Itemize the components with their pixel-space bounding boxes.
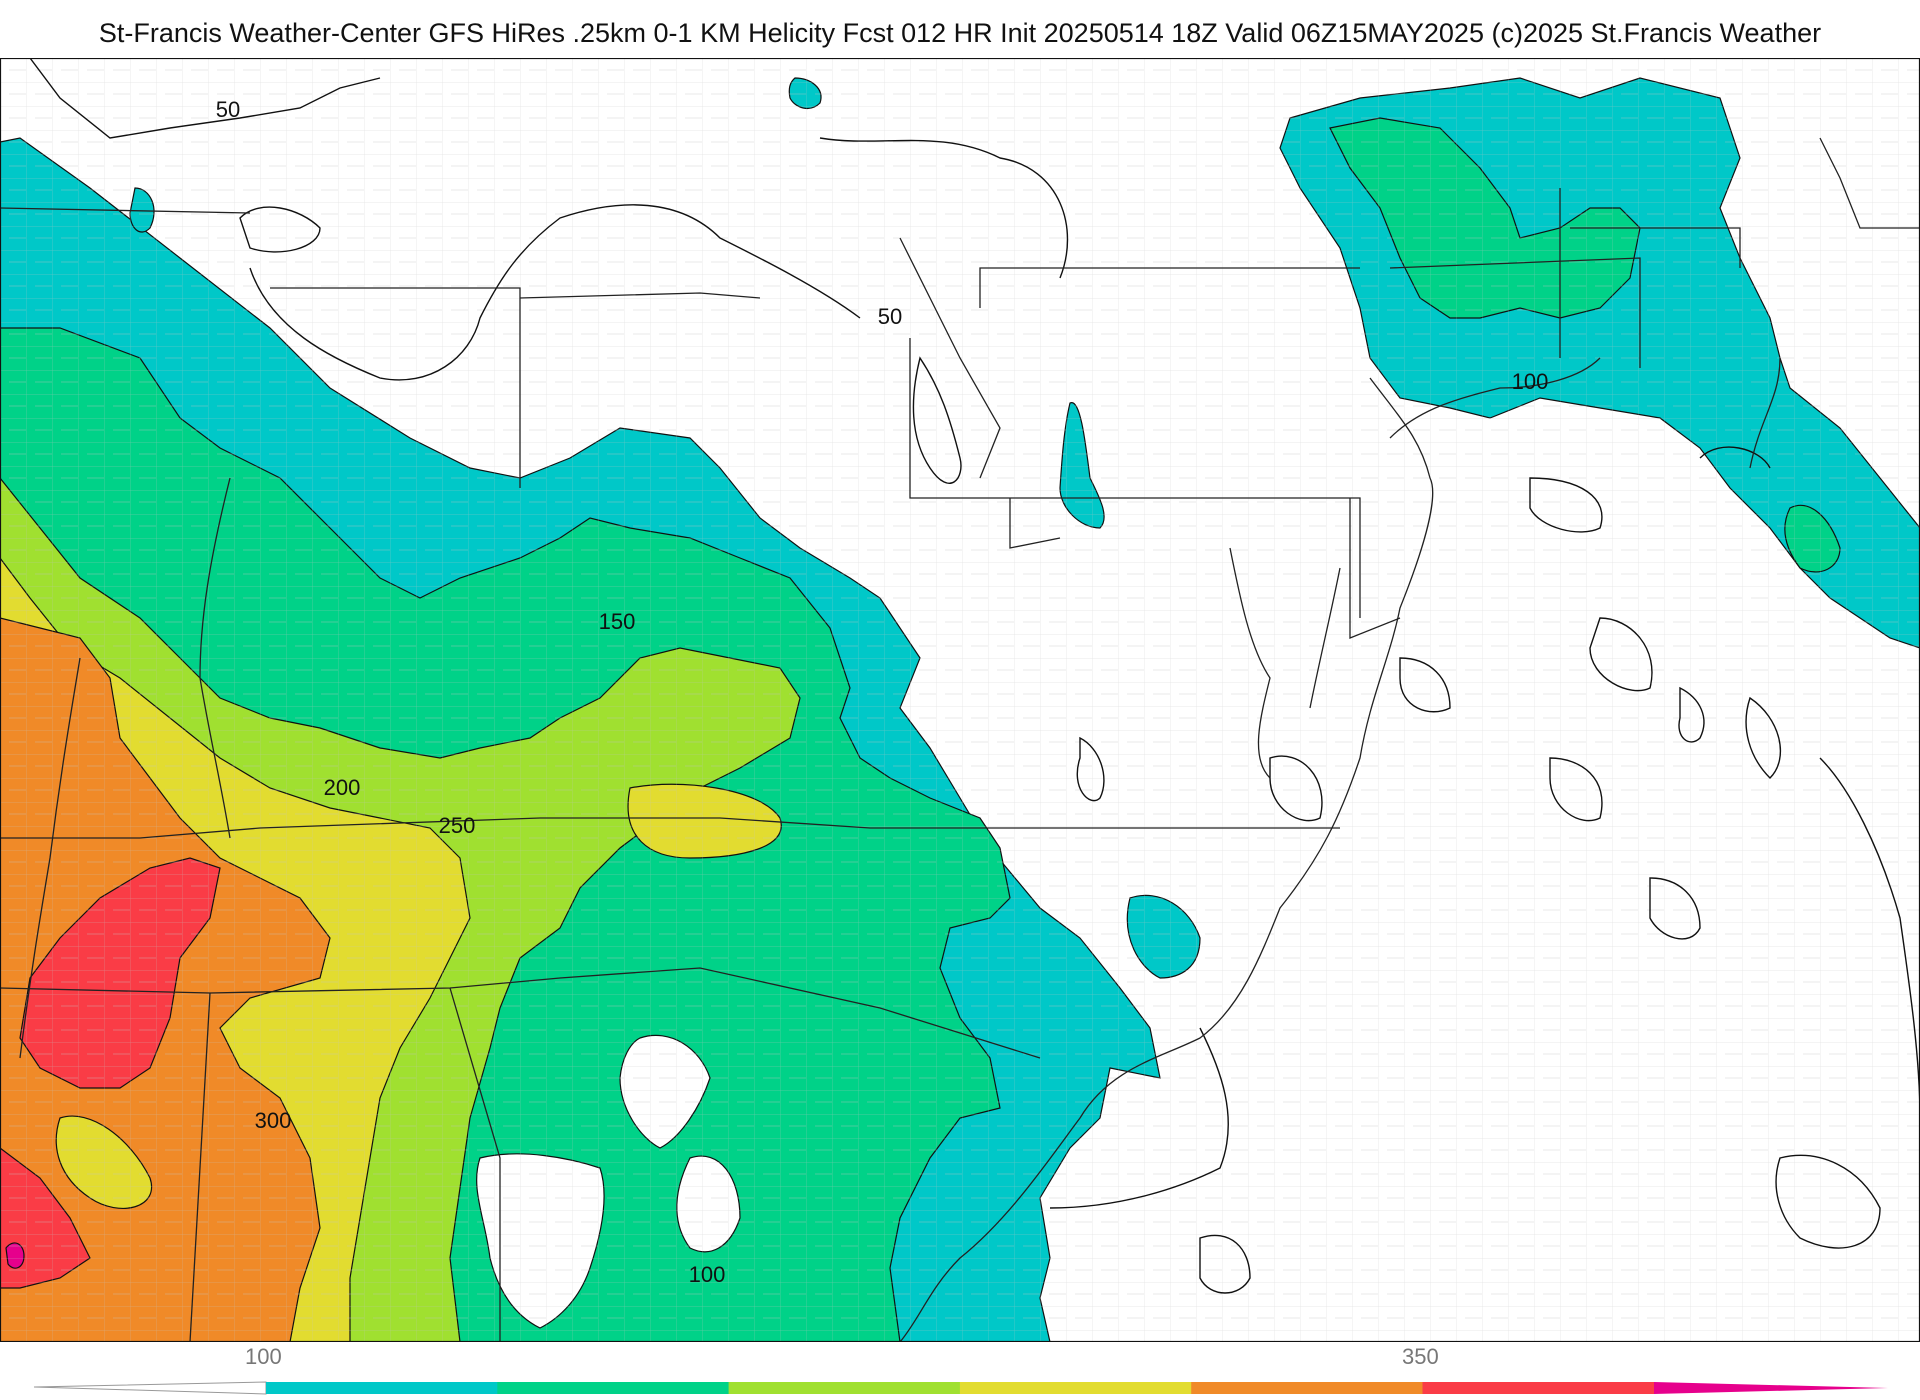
contour-labels: 50 50 100 150 200 250 300 100 [216,97,1549,1287]
helicity-map: 50 50 100 150 200 250 300 100 [0,57,1920,1343]
contour-label-300: 300 [255,1108,292,1133]
legend-segment-2 [497,1382,730,1394]
contour-label-50-west: 50 [216,97,240,122]
contour-label-250: 250 [439,813,476,838]
legend-tick-100: 100 [245,1344,282,1369]
legend-segment-1 [266,1382,498,1394]
legend-segments [266,1382,1655,1394]
contour-label-150: 150 [599,609,636,634]
state-borders [0,137,1920,1343]
map-title: St-Francis Weather-Center GFS HiRes .25k… [98,18,1822,48]
contour-label-100-ny: 100 [1512,369,1549,394]
legend-colorbar [33,1381,1888,1395]
contour-label-50-mi: 50 [878,304,902,329]
contour-label-200: 200 [324,775,361,800]
county-lines [0,58,1920,1342]
contour-lines-50 [29,57,1920,1294]
legend-segment-5 [1191,1382,1423,1394]
legend-tick-350: 350 [1402,1344,1439,1369]
legend-segment-below [33,1381,267,1395]
legend-segment-3 [728,1382,961,1394]
color-legend: 100 350 [0,1342,1920,1400]
legend-segment-6 [1422,1382,1655,1394]
legend-segment-4 [959,1382,1192,1394]
contour-label-100-ga: 100 [689,1262,726,1287]
legend-segment-above [1654,1382,1888,1394]
